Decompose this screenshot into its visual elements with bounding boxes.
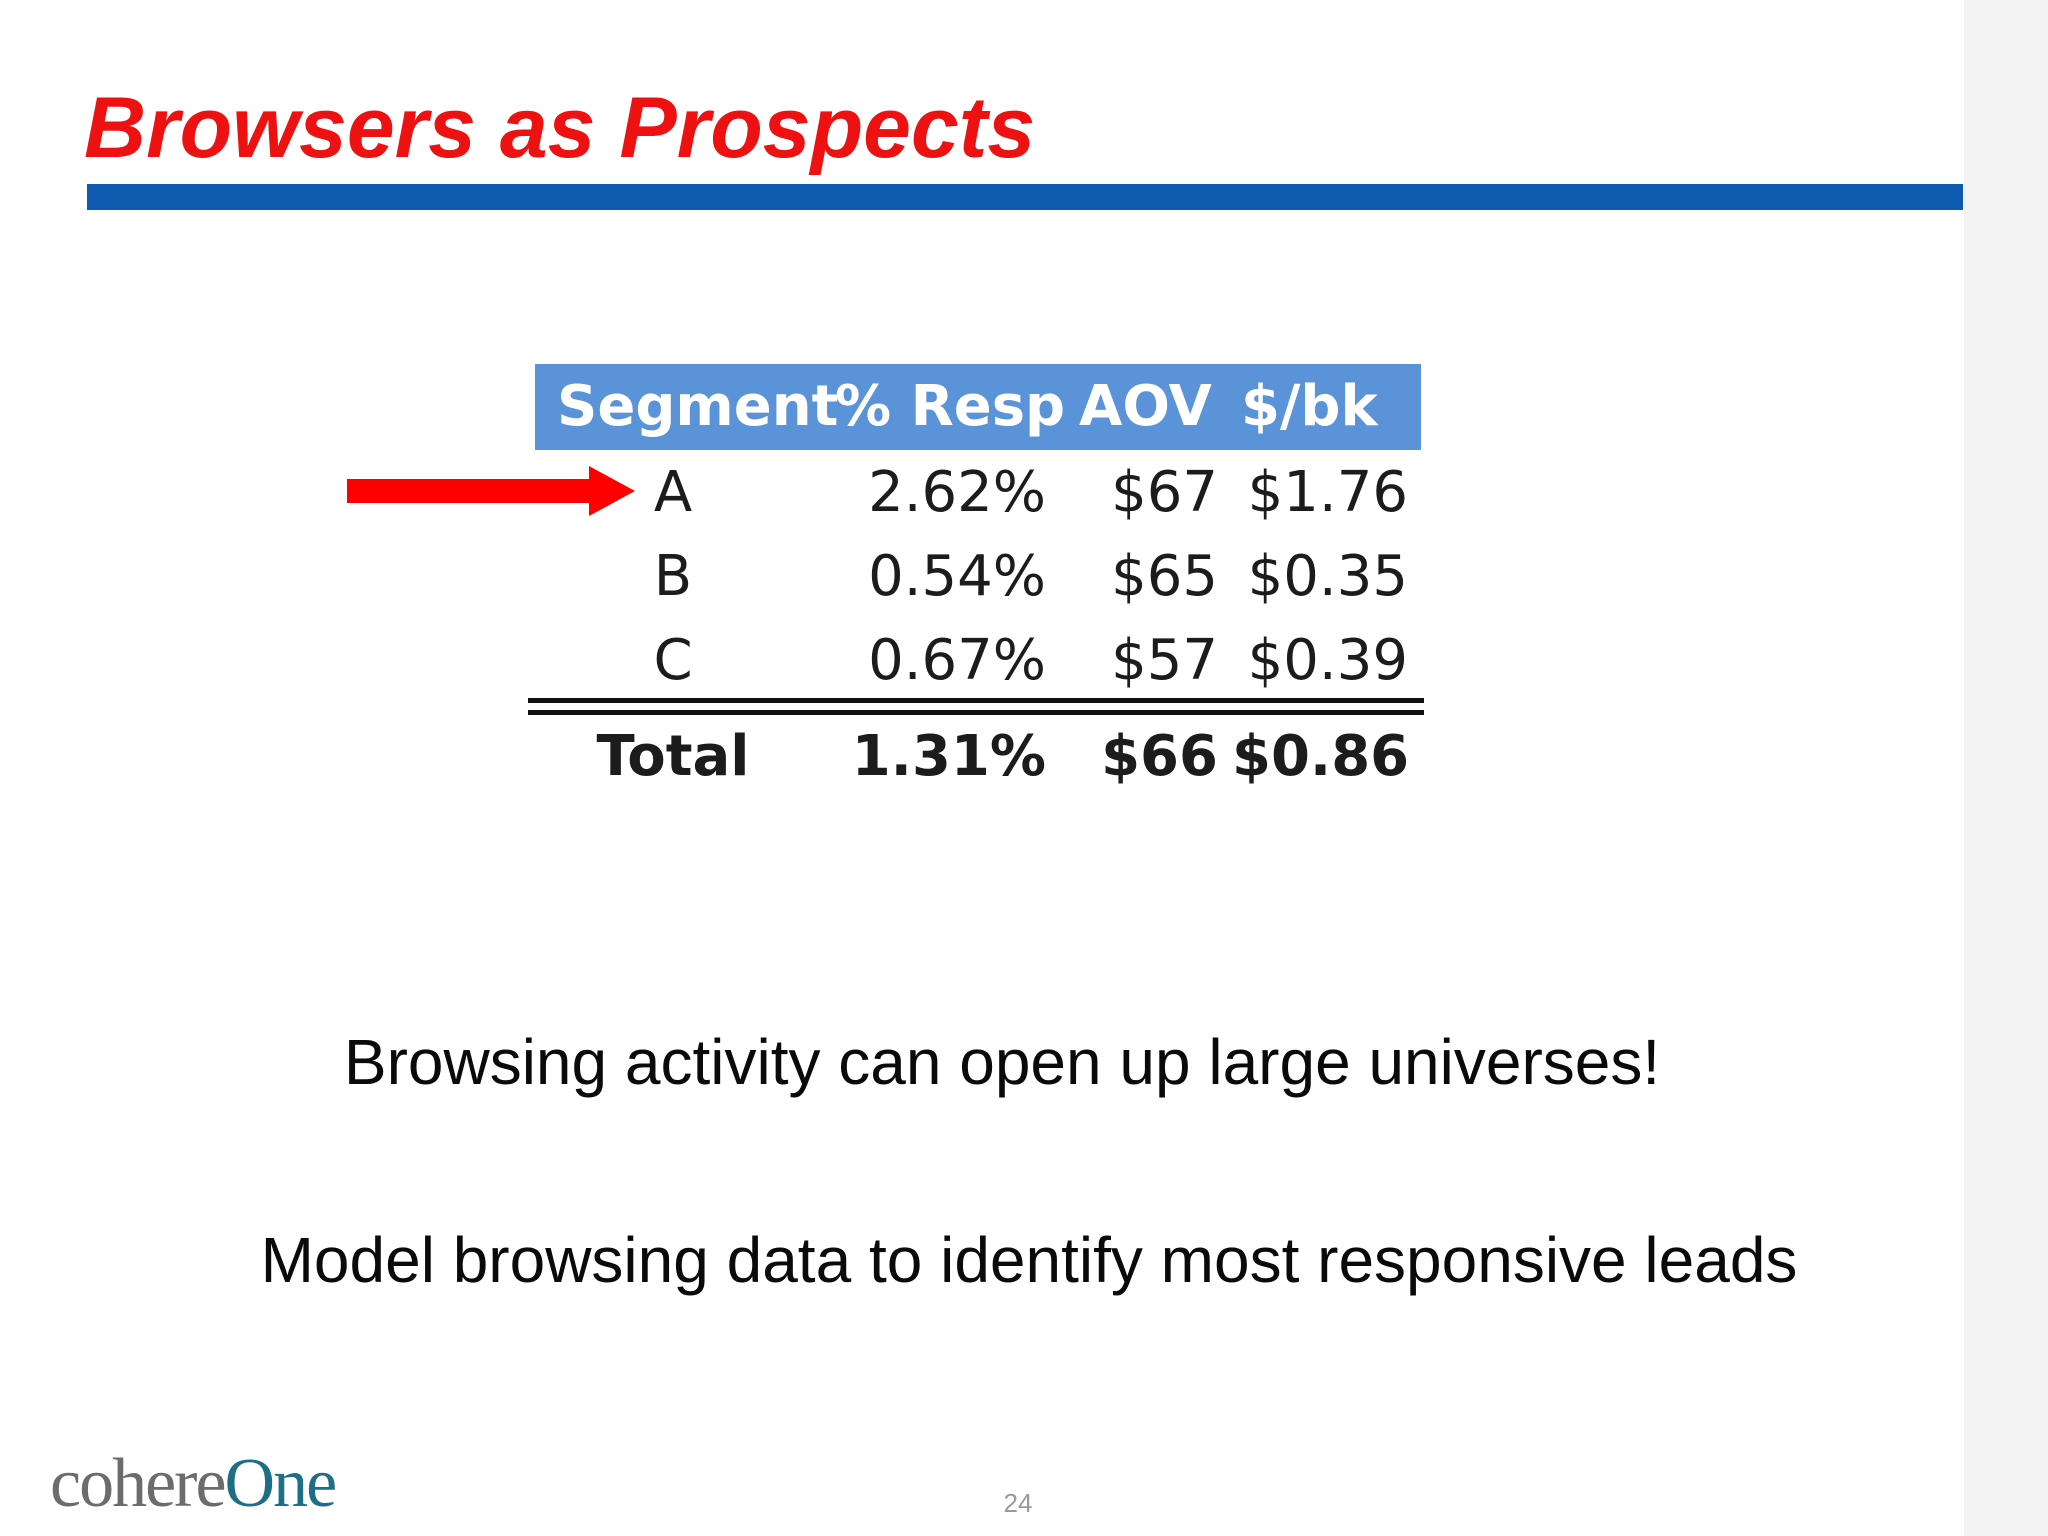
- row-aov: $67: [1111, 460, 1218, 525]
- page-number: 24: [1003, 1488, 1033, 1518]
- slide-edge-shade: [1964, 0, 2048, 1536]
- segment-table: Segment % Resp AOV $/bk A 2.62% $67 $1.7…: [528, 362, 1424, 792]
- header-dollar-per-book: $/bk: [1241, 374, 1378, 439]
- logo-text-cohere: cohere: [50, 1445, 227, 1522]
- total-label: Total: [596, 724, 750, 789]
- header-resp: % Resp: [835, 374, 1066, 439]
- row-aov: $65: [1111, 544, 1218, 609]
- table-header-row: Segment % Resp AOV $/bk: [535, 364, 1421, 450]
- bullet-text: Model browsing data to identify most res…: [260, 1224, 1798, 1296]
- row-segment: C: [653, 628, 693, 693]
- total-resp: 1.31%: [851, 724, 1046, 789]
- logo-text-one: One: [224, 1445, 338, 1522]
- bullet-text: Browsing activity can open up large univ…: [343, 1026, 1661, 1098]
- row-dollar-per-book: $1.76: [1247, 460, 1408, 525]
- header-aov: AOV: [1079, 374, 1212, 439]
- slide-title: Browsers as Prospects: [84, 80, 1036, 176]
- company-logo: cohereOne: [50, 1444, 338, 1524]
- total-dollar-per-book: $0.86: [1232, 724, 1410, 789]
- row-aov: $57: [1111, 628, 1218, 693]
- row-resp: 2.62%: [868, 460, 1046, 525]
- row-dollar-per-book: $0.35: [1247, 544, 1408, 609]
- header-segment: Segment: [557, 374, 839, 439]
- row-segment: A: [653, 460, 693, 525]
- title-underline-bar: [87, 184, 1963, 210]
- row-segment: B: [653, 544, 693, 609]
- total-double-rule-top: [528, 698, 1424, 703]
- total-aov: $66: [1101, 724, 1218, 789]
- right-arrow-icon: [347, 466, 635, 516]
- row-resp: 0.67%: [868, 628, 1046, 693]
- row-dollar-per-book: $0.39: [1247, 628, 1408, 693]
- row-resp: 0.54%: [868, 544, 1046, 609]
- total-double-rule-bottom: [528, 710, 1424, 715]
